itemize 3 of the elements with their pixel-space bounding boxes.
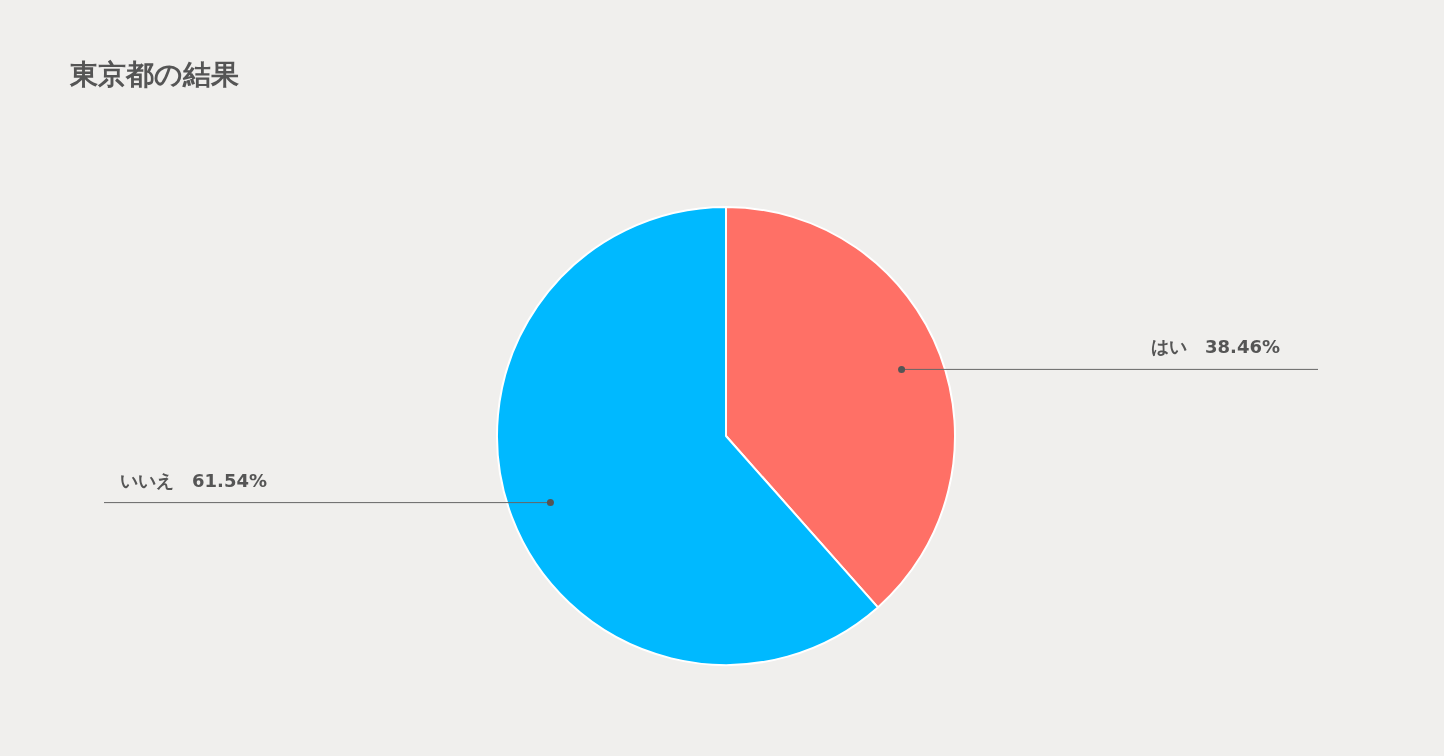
slice-label: いいえ 61.54% [120, 469, 267, 491]
chart-title: 東京都の結果 [70, 57, 239, 93]
slice-label: はい 38.46% [1151, 336, 1280, 358]
